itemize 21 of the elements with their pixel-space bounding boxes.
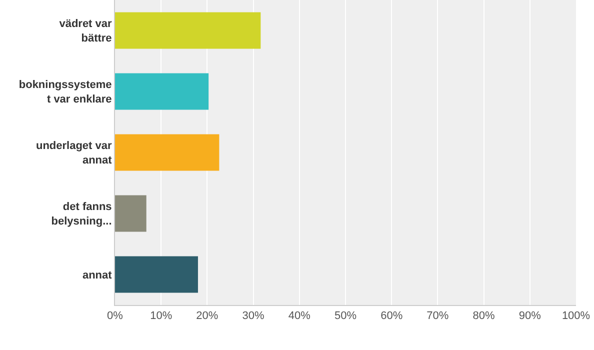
x-tick-label: 90% (518, 310, 542, 322)
y-tick-label: underlaget var annat (36, 140, 113, 166)
y-tick-label: bokningssystemet var enklare (18, 79, 112, 106)
x-tick-label: 10% (150, 310, 172, 322)
x-tick-label: 20% (196, 310, 218, 322)
x-tick-label: 60% (380, 310, 403, 322)
x-tick-label: 40% (288, 310, 311, 322)
bar (115, 73, 209, 110)
x-tick-label: 50% (334, 310, 357, 322)
y-tick-label: vädret var bättre (59, 18, 113, 44)
bar (115, 134, 220, 171)
x-tick-label: 100% (562, 310, 590, 322)
x-tick-label: 70% (426, 310, 449, 322)
y-tick-label: det fanns belysning... (51, 201, 112, 228)
x-tick-label: 80% (472, 310, 496, 322)
bar (115, 195, 146, 232)
x-tick-label: 30% (242, 310, 265, 322)
x-tick-label: 0% (107, 310, 124, 322)
bar (115, 256, 198, 293)
bar (115, 12, 261, 49)
y-tick-label: annat (82, 269, 112, 282)
